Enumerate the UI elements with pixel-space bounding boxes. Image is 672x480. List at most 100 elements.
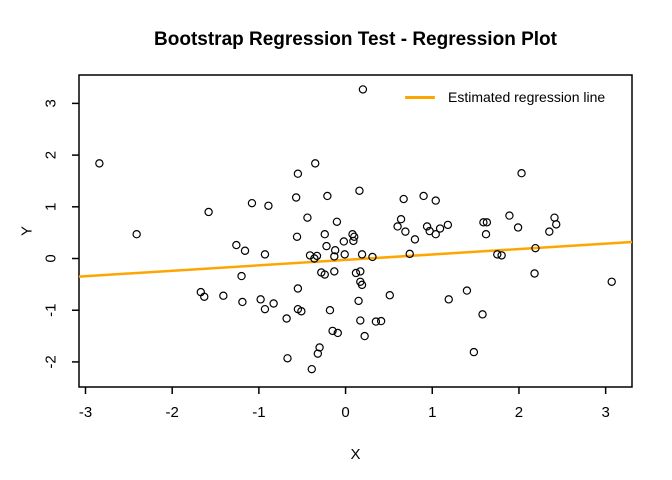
data-point (297, 307, 306, 316)
data-point (325, 306, 335, 315)
data-point (550, 213, 559, 222)
data-point (405, 249, 414, 259)
data-point (444, 295, 453, 304)
data-point (311, 159, 320, 168)
data-point (219, 291, 228, 300)
data-point (283, 354, 292, 363)
data-point (351, 268, 361, 278)
data-point (513, 223, 523, 232)
data-point (443, 220, 453, 230)
data-point (320, 270, 329, 279)
x-tick-label: 2 (515, 404, 523, 421)
data-point (332, 217, 342, 226)
data-point (493, 250, 502, 259)
data-point (469, 347, 479, 357)
data-point (232, 240, 241, 250)
data-point (330, 252, 339, 261)
data-point (313, 349, 323, 358)
data-point (478, 310, 487, 319)
data-point (530, 269, 539, 278)
x-tick-label: -3 (79, 404, 92, 421)
data-point (264, 201, 273, 210)
data-point (260, 250, 270, 259)
data-point (545, 227, 554, 236)
data-point (330, 267, 339, 276)
data-point (435, 224, 445, 233)
data-point (431, 230, 440, 239)
data-point (240, 246, 250, 255)
data-point (323, 191, 332, 201)
data-point (292, 232, 302, 241)
data-point (349, 236, 358, 246)
regression-line (78, 240, 633, 278)
data-point (607, 277, 616, 286)
y-tick-label: 2 (43, 151, 60, 159)
data-point (291, 193, 301, 202)
data-point (269, 299, 278, 308)
data-point (393, 222, 402, 231)
data-point (320, 230, 329, 239)
data-point (356, 267, 365, 276)
data-point (517, 168, 526, 178)
data-point (307, 364, 316, 374)
data-point (282, 314, 291, 323)
data-point (401, 227, 410, 236)
data-point (482, 218, 492, 227)
chart-title: Bootstrap Regression Test - Regression P… (154, 29, 557, 50)
data-point (95, 159, 104, 168)
data-point (293, 169, 303, 178)
data-point (479, 218, 488, 227)
data-point (315, 343, 324, 352)
y-axis-title: Y (18, 225, 36, 237)
x-axis-title: X (350, 446, 361, 463)
data-point (358, 85, 368, 94)
y-tick-label: 1 (43, 203, 60, 211)
data-point (356, 316, 365, 325)
data-point (357, 250, 367, 259)
data-point (312, 251, 322, 261)
y-tick-label: -1 (43, 304, 60, 317)
y-tick-label: 0 (43, 254, 60, 262)
data-point (399, 194, 408, 204)
legend-label: Estimated regression line (448, 89, 606, 105)
legend: Estimated regression line (405, 89, 605, 105)
data-point (204, 207, 213, 217)
data-point (256, 295, 265, 304)
data-point (333, 328, 342, 338)
data-point (328, 326, 337, 336)
data-point (237, 271, 246, 281)
data-point (200, 292, 209, 301)
legend-line-swatch (405, 95, 435, 99)
data-point (481, 230, 491, 239)
data-point (531, 243, 540, 253)
data-point (357, 280, 367, 290)
x-tick-label: -1 (252, 404, 265, 421)
data-point (497, 251, 506, 260)
x-tick-label: 1 (428, 404, 436, 421)
x-tick-label: -2 (166, 404, 179, 421)
data-point (410, 235, 420, 244)
data-point (293, 284, 303, 293)
data-point (322, 241, 331, 251)
data-point (260, 304, 270, 314)
data-point (303, 213, 312, 222)
data-point (355, 186, 364, 195)
data-point (462, 286, 472, 295)
data-point (431, 196, 440, 205)
data-point (354, 296, 363, 306)
y-tick-label: 3 (43, 99, 60, 107)
x-tick-label: 0 (341, 404, 349, 421)
data-point (132, 230, 141, 239)
data-point (247, 198, 257, 208)
plot-border (78, 74, 633, 388)
y-tick-label: -2 (43, 355, 60, 368)
data-point (360, 331, 369, 341)
data-point (385, 291, 394, 300)
data-point (505, 211, 514, 220)
data-point (350, 232, 359, 241)
data-point (371, 317, 381, 326)
x-tick-label: 3 (601, 404, 609, 421)
data-point (238, 297, 247, 307)
